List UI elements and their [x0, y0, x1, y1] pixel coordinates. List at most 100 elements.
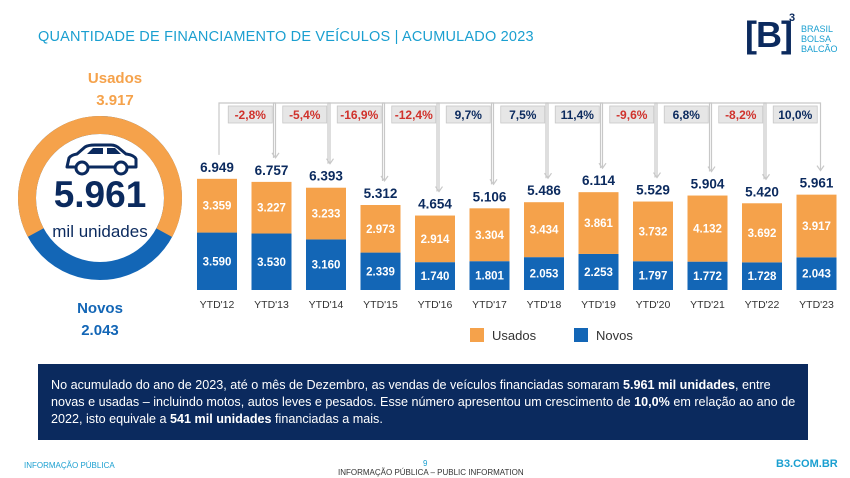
bar-usados-label: 3.692 [748, 228, 777, 240]
yoy-box [336, 105, 382, 124]
summary-bold-2: 10,0% [634, 395, 670, 409]
bar-usados-label: 3.359 [203, 201, 232, 213]
donut-chart [17, 116, 182, 280]
bar-usados [469, 208, 510, 262]
summary-text-4: financiadas a mais. [271, 412, 383, 426]
yoy-box [554, 105, 600, 124]
summary-text-2: , entre novas e usadas – incluindo motos… [51, 378, 771, 409]
bar-novos-label: 1.740 [421, 271, 450, 283]
x-tick-label: YTD'12 [200, 299, 235, 311]
x-tick-label: YTD'21 [690, 299, 725, 311]
bar-usados [742, 203, 782, 263]
logo-words: BRASIL BOLSA BALCÃO [801, 24, 838, 54]
yoy-change-label: -5,4% [289, 108, 321, 122]
bar-novos [578, 253, 619, 290]
yoy-connector [327, 102, 386, 182]
yoy-connector [654, 102, 713, 178]
bar-usados [578, 192, 619, 254]
bar-novos-label: 1.797 [639, 271, 668, 283]
bar-usados-label: 3.732 [639, 226, 668, 238]
legend-usados-label: Usados [492, 328, 537, 343]
bar-novos [197, 232, 237, 290]
yoy-box [282, 105, 328, 124]
yoy-change-label: 11,4% [561, 108, 595, 122]
bar-novos-label: 3.160 [312, 260, 341, 272]
bar-usados [306, 187, 346, 240]
x-tick-label: YTD'16 [418, 299, 453, 311]
page-title: QUANTIDADE DE FINANCIAMENTO DE VEÍCULOS … [38, 29, 534, 45]
bar-usados [415, 215, 455, 263]
bar-total-label: 6.757 [255, 163, 289, 178]
bar-usados-label: 3.233 [312, 209, 341, 221]
legend-novos-swatch [574, 328, 588, 342]
bar-novos-label: 1.801 [475, 271, 504, 283]
bar-usados [687, 195, 728, 262]
yoy-box [391, 105, 437, 124]
yoy-connector [708, 102, 767, 180]
new-label: Novos [77, 300, 123, 317]
logo-word-balcao: BALCÃO [801, 44, 838, 54]
page-number: 9 [423, 459, 428, 468]
yoy-change-label: 9,7% [455, 108, 483, 122]
x-tick-label: YTD'17 [472, 299, 507, 311]
bar-total-label: 5.420 [745, 184, 779, 199]
x-tick-label: YTD'15 [363, 299, 398, 311]
used-value: 3.917 [96, 92, 134, 109]
bar-novos-label: 2.339 [366, 266, 395, 278]
bar-novos-label: 3.530 [257, 257, 286, 269]
logo-superscript: 3 [789, 12, 796, 24]
yoy-connector [545, 102, 604, 179]
bar-novos [251, 233, 292, 290]
bar-total-label: 6.949 [200, 160, 234, 175]
x-tick-label: YTD'19 [581, 299, 616, 311]
bar-usados [524, 202, 564, 258]
bar-usados-label: 2.914 [421, 234, 450, 246]
bar-total-label: 5.529 [636, 183, 670, 198]
bar-total-label: 4.654 [418, 197, 452, 212]
summary-text-1: No acumulado do ano de 2023, até o mês d… [51, 378, 623, 392]
total-value: 5.961 [53, 174, 147, 215]
bar-novos-label: 2.253 [584, 267, 613, 279]
bar-novos [360, 252, 401, 290]
logo-mark: [B] [745, 14, 793, 55]
footer-center-text: INFORMAÇÃO PÚBLICA – PUBLIC INFORMATION [338, 468, 524, 477]
yoy-box [609, 105, 655, 124]
yoy-box [718, 105, 764, 124]
summary-box: No acumulado do ano de 2023, até o mês d… [38, 364, 808, 440]
bar-novos [687, 261, 728, 290]
yoy-connector [763, 102, 822, 180]
bar-novos-label: 2.053 [530, 269, 559, 281]
yoy-connector [381, 102, 440, 192]
bar-usados [633, 201, 673, 262]
bar-novos [306, 239, 346, 290]
new-value: 2.043 [81, 322, 119, 339]
bar-novos-label: 1.772 [693, 271, 722, 283]
bar-total-label: 5.312 [364, 186, 398, 201]
yoy-box [663, 105, 709, 124]
bar-total-label: 5.486 [527, 183, 561, 198]
bar-total-label: 5.904 [691, 177, 725, 192]
summary-bold-1: 5.961 mil unidades [622, 378, 735, 392]
car-icon [65, 143, 138, 176]
bar-total-label: 6.114 [582, 173, 616, 188]
yoy-change-label: -12,4% [395, 108, 433, 122]
x-tick-label: YTD'18 [527, 299, 562, 311]
x-tick-label: YTD'13 [254, 299, 289, 311]
yoy-connector [218, 102, 277, 158]
logo-word-bolsa: BOLSA [801, 34, 832, 44]
yoy-connector [599, 102, 658, 178]
yoy-change-label: -16,9% [340, 108, 378, 122]
yoy-box [500, 105, 546, 124]
total-unit: mil unidades [52, 222, 148, 241]
bar-novos [742, 262, 782, 290]
x-tick-label: YTD'14 [309, 299, 344, 311]
legend-novos-label: Novos [596, 328, 633, 343]
bar-usados-label: 3.861 [584, 218, 613, 230]
x-tick-label: YTD'22 [745, 299, 780, 311]
yoy-change-label: 6,8% [673, 108, 701, 122]
yoy-box [445, 105, 491, 124]
bar-usados [251, 181, 292, 234]
summary-text-3: em relação ao ano de 2022, isto equivale… [51, 395, 796, 426]
yoy-box [772, 105, 818, 124]
bar-novos-label: 3.590 [203, 256, 232, 268]
